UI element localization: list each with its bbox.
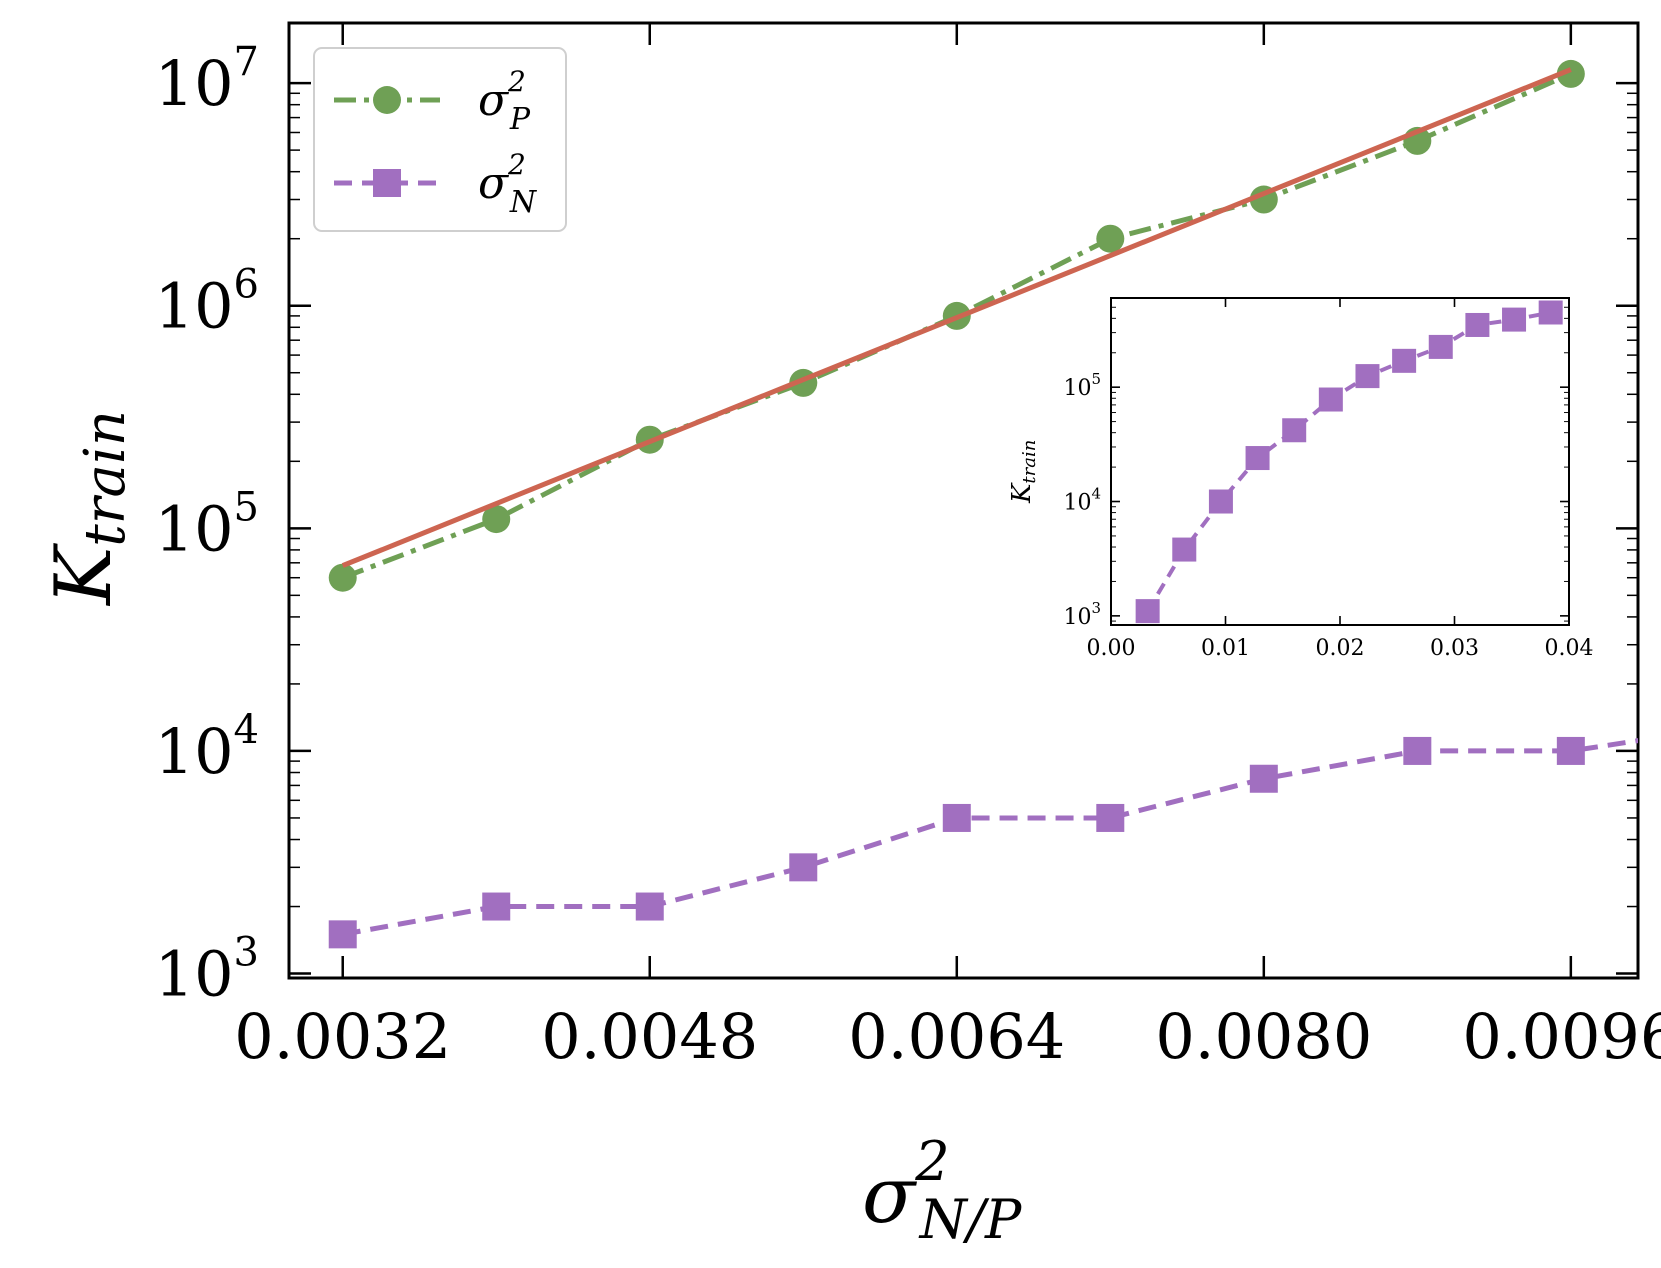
x-tick-label: 0.0080 [1155, 1000, 1372, 1073]
x-tick-label: 0.0096 [1462, 1000, 1661, 1073]
data-point-circle [328, 563, 357, 592]
main-y-axis-label: Ktrain [39, 410, 138, 607]
x-tick-label: 0.02 [1316, 636, 1365, 661]
main-plot-frame [287, 21, 1640, 980]
data-point-circle [482, 505, 511, 534]
data-point-square [1428, 334, 1453, 359]
data-point-square [1208, 489, 1233, 514]
x-tick-label: 0.04 [1545, 636, 1594, 661]
data-point-square [1538, 300, 1563, 325]
legend-label-sigma-n: σ2 N [478, 148, 538, 220]
data-point-square [789, 853, 818, 882]
main-series-layer [328, 59, 1638, 949]
data-point-square [1245, 446, 1270, 471]
data-point-square [1502, 307, 1527, 332]
y-tick-label: 107 [155, 39, 259, 120]
data-point-square [1556, 736, 1585, 765]
data-point-square [328, 920, 357, 949]
legend-label-sigma-p: σ2 P [478, 65, 531, 137]
series-line-0 [342, 738, 1638, 937]
y-tick-label: 103 [1063, 599, 1101, 630]
main-ticks [289, 23, 1638, 978]
inset-y-axis-label: Ktrain [1007, 440, 1040, 504]
inset-y-tick-labels: 103 104 105 [1063, 370, 1101, 630]
data-point-square [482, 892, 511, 921]
inset-background [1111, 298, 1569, 625]
y-tick-label: 104 [155, 707, 259, 788]
x-tick-label: 0.0064 [848, 1000, 1065, 1073]
y-tick-label: 106 [155, 262, 259, 343]
y-tick-label: 105 [1063, 370, 1101, 401]
legend: σ2 P σ2 N [313, 47, 567, 232]
data-point-square [1172, 537, 1197, 562]
data-point-square [635, 892, 664, 921]
y-tick-label: 103 [155, 930, 259, 1011]
inset-x-tick-labels: 0.00 0.01 0.02 0.03 0.04 [1087, 636, 1594, 661]
series-line-1 [341, 71, 1572, 581]
legend-entry-sigma-p: σ2 P [334, 65, 531, 137]
y-tick-label: 104 [1063, 485, 1101, 516]
legend-entry-sigma-n: σ2 N [334, 148, 538, 220]
data-point-circle [1556, 59, 1585, 88]
data-point-square [1318, 387, 1343, 412]
data-point-square [1249, 764, 1278, 793]
data-point-square [1096, 803, 1125, 832]
y-tick-label: 105 [155, 484, 259, 565]
data-point-square [1282, 418, 1307, 443]
inset-series-layer [1135, 300, 1563, 624]
x-tick-label: 0.00 [1087, 636, 1136, 661]
x-tick-label: 0.01 [1201, 636, 1250, 661]
legend-marker-sigma-p [373, 86, 401, 114]
main-y-tick-labels: 103 104 105 106 107 [155, 39, 259, 1010]
main-x-axis-label: σ2 N/P [862, 1130, 1023, 1251]
data-point-square [942, 803, 971, 832]
main-x-tick-labels: 0.0032 0.0048 0.0064 0.0080 0.0096 [234, 1000, 1661, 1073]
data-point-square [1403, 736, 1432, 765]
data-point-square [1465, 312, 1490, 337]
data-point-square [1135, 599, 1160, 624]
series-line-2 [341, 67, 1572, 568]
x-tick-label: 0.0048 [541, 1000, 758, 1073]
data-point-circle [1096, 224, 1125, 253]
data-point-square [1392, 348, 1417, 373]
inset-ticks [1110, 297, 1570, 625]
x-tick-label: 0.0032 [234, 1000, 451, 1073]
legend-marker-sigma-n [373, 169, 401, 197]
data-point-square [1355, 364, 1380, 389]
x-tick-label: 0.03 [1430, 636, 1479, 661]
